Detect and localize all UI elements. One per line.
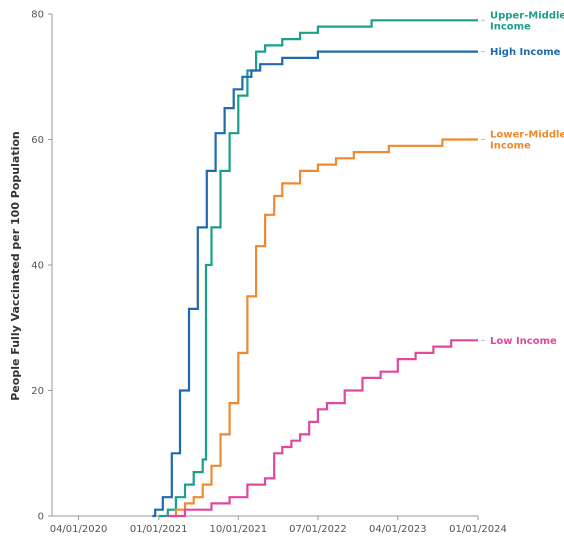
legend-label: Income xyxy=(490,141,531,152)
y-tick-label: 20 xyxy=(31,386,44,397)
series-line-low-income xyxy=(167,339,478,518)
axes: 0 20 40 60 80 04/01/2020 01/01/2021 10/01/2021 0… xyxy=(31,10,507,536)
x-tick-label: 04/01/2020 xyxy=(50,524,108,535)
y-tick-label: 40 xyxy=(31,261,44,272)
series-line-high-income xyxy=(152,50,478,518)
x-tick-label: 07/01/2022 xyxy=(289,524,347,535)
legend-label: Income xyxy=(490,21,531,32)
y-tick-label: 80 xyxy=(31,10,44,21)
y-tick-label: 60 xyxy=(31,135,44,146)
series-line-upper-middle-income xyxy=(158,19,478,518)
legend-label: Low Income xyxy=(490,336,557,347)
legend-label: Upper-Middle xyxy=(490,10,564,21)
x-tick-label: 01/01/2021 xyxy=(130,524,188,535)
series-line-lower-middle-income xyxy=(167,138,478,518)
x-tick-label: 01/01/2024 xyxy=(449,524,507,535)
x-tick-label: 10/01/2021 xyxy=(210,524,268,535)
y-tick-label: 0 xyxy=(38,512,44,523)
legend-label: High Income xyxy=(490,47,561,58)
legend-label: Lower-Middle xyxy=(490,130,564,141)
y-axis-title: People Fully Vaccinated per 100 Populati… xyxy=(9,131,22,401)
x-tick-label: 04/01/2023 xyxy=(369,524,427,535)
series-layer xyxy=(152,19,478,518)
